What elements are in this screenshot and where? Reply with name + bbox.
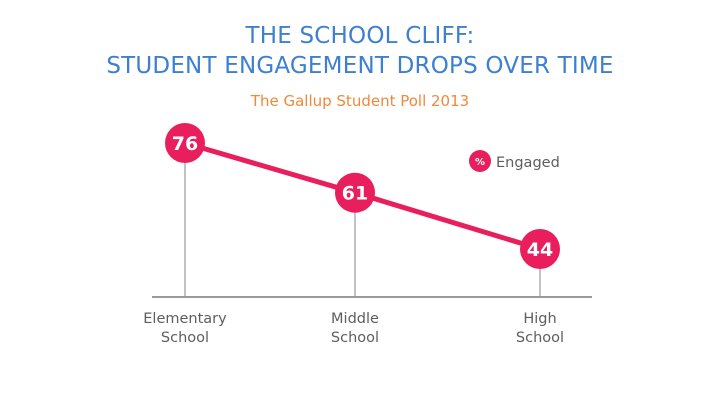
data-label: 76 — [172, 133, 198, 155]
x-tick-label-line: Elementary — [143, 311, 227, 327]
legend: % Engaged — [469, 150, 560, 172]
x-tick-label-line: Middle — [331, 311, 379, 327]
x-tick-label-line: School — [515, 330, 565, 346]
data-point — [520, 229, 560, 269]
x-tick-label-line: High — [523, 311, 557, 327]
x-tick-label: High School — [470, 310, 610, 348]
chart-title-line-1: THE SCHOOL CLIFF: — [245, 23, 475, 49]
data-label: 61 — [342, 183, 368, 205]
x-tick-label: Elementary School — [115, 310, 255, 348]
chart-title-line-2: STUDENT ENGAGEMENT DROPS OVER TIME — [106, 53, 614, 79]
x-tick-label: Middle School — [285, 310, 425, 348]
data-points: 76 61 44 — [165, 123, 560, 269]
chart-subtitle: The Gallup Student Poll 2013 — [250, 92, 470, 110]
data-point — [165, 123, 205, 163]
legend-marker — [469, 150, 491, 172]
x-tick-label-line: School — [160, 330, 210, 346]
legend-label-engaged: Engaged — [496, 155, 560, 171]
x-tick-label-line: School — [330, 330, 380, 346]
data-point — [335, 172, 375, 213]
data-label: 44 — [527, 239, 553, 261]
legend-marker-symbol: % — [475, 157, 485, 168]
